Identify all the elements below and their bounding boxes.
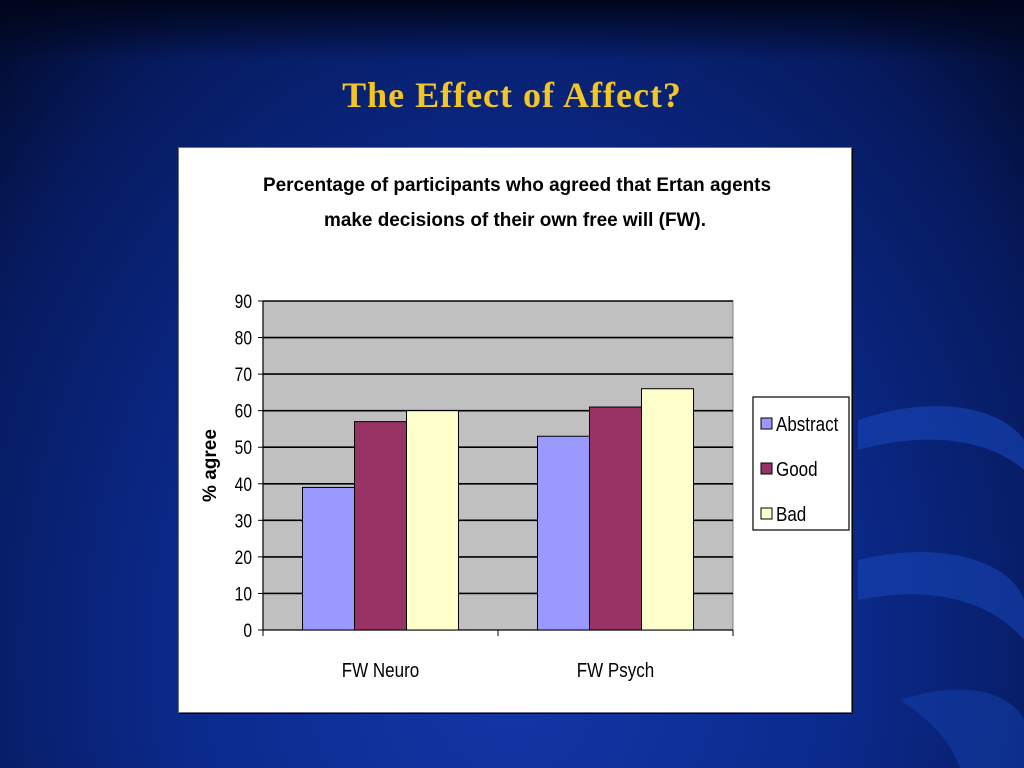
y-tick-label: 60 (235, 400, 252, 422)
y-tick-label: 20 (235, 546, 252, 568)
y-tick-label: 70 (235, 364, 252, 386)
legend-label-good: Good (776, 458, 818, 481)
legend-label-bad: Bad (776, 503, 806, 526)
y-tick-label: 40 (235, 473, 252, 495)
y-tick-label: 10 (235, 583, 252, 605)
legend-swatch-bad (760, 507, 773, 520)
bar-bad-fw-psych (641, 388, 694, 631)
legend-label-abstract: Abstract (776, 413, 839, 436)
slide-title: The Effect of Affect? (342, 75, 682, 115)
y-tick-label: 0 (243, 620, 252, 642)
x-category-label: FW Psych (577, 659, 654, 682)
top-shade (0, 0, 1024, 60)
y-tick-label: 50 (235, 437, 252, 459)
bar-abstract-fw-neuro (302, 486, 355, 631)
bar-chart: Percentage of participants who agreed th… (200, 175, 850, 682)
y-axis-label: % agree (200, 429, 221, 502)
bar-abstract-fw-psych (537, 435, 590, 631)
bar-good-fw-psych (589, 406, 642, 631)
chart-title-line-2: make decisions of their own free will (F… (324, 210, 706, 231)
bar-good-fw-neuro (354, 421, 407, 631)
y-tick-label: 80 (235, 327, 252, 349)
x-category-label: FW Neuro (342, 659, 419, 682)
legend-swatch-abstract (760, 417, 773, 430)
y-tick-label: 30 (235, 510, 252, 532)
chart-panel: Percentage of participants who agreed th… (178, 147, 852, 713)
chart-title-line-1: Percentage of participants who agreed th… (263, 175, 771, 196)
bar-bad-fw-neuro (406, 410, 459, 631)
y-tick-label: 90 (235, 291, 252, 313)
legend-swatch-good (760, 462, 773, 475)
